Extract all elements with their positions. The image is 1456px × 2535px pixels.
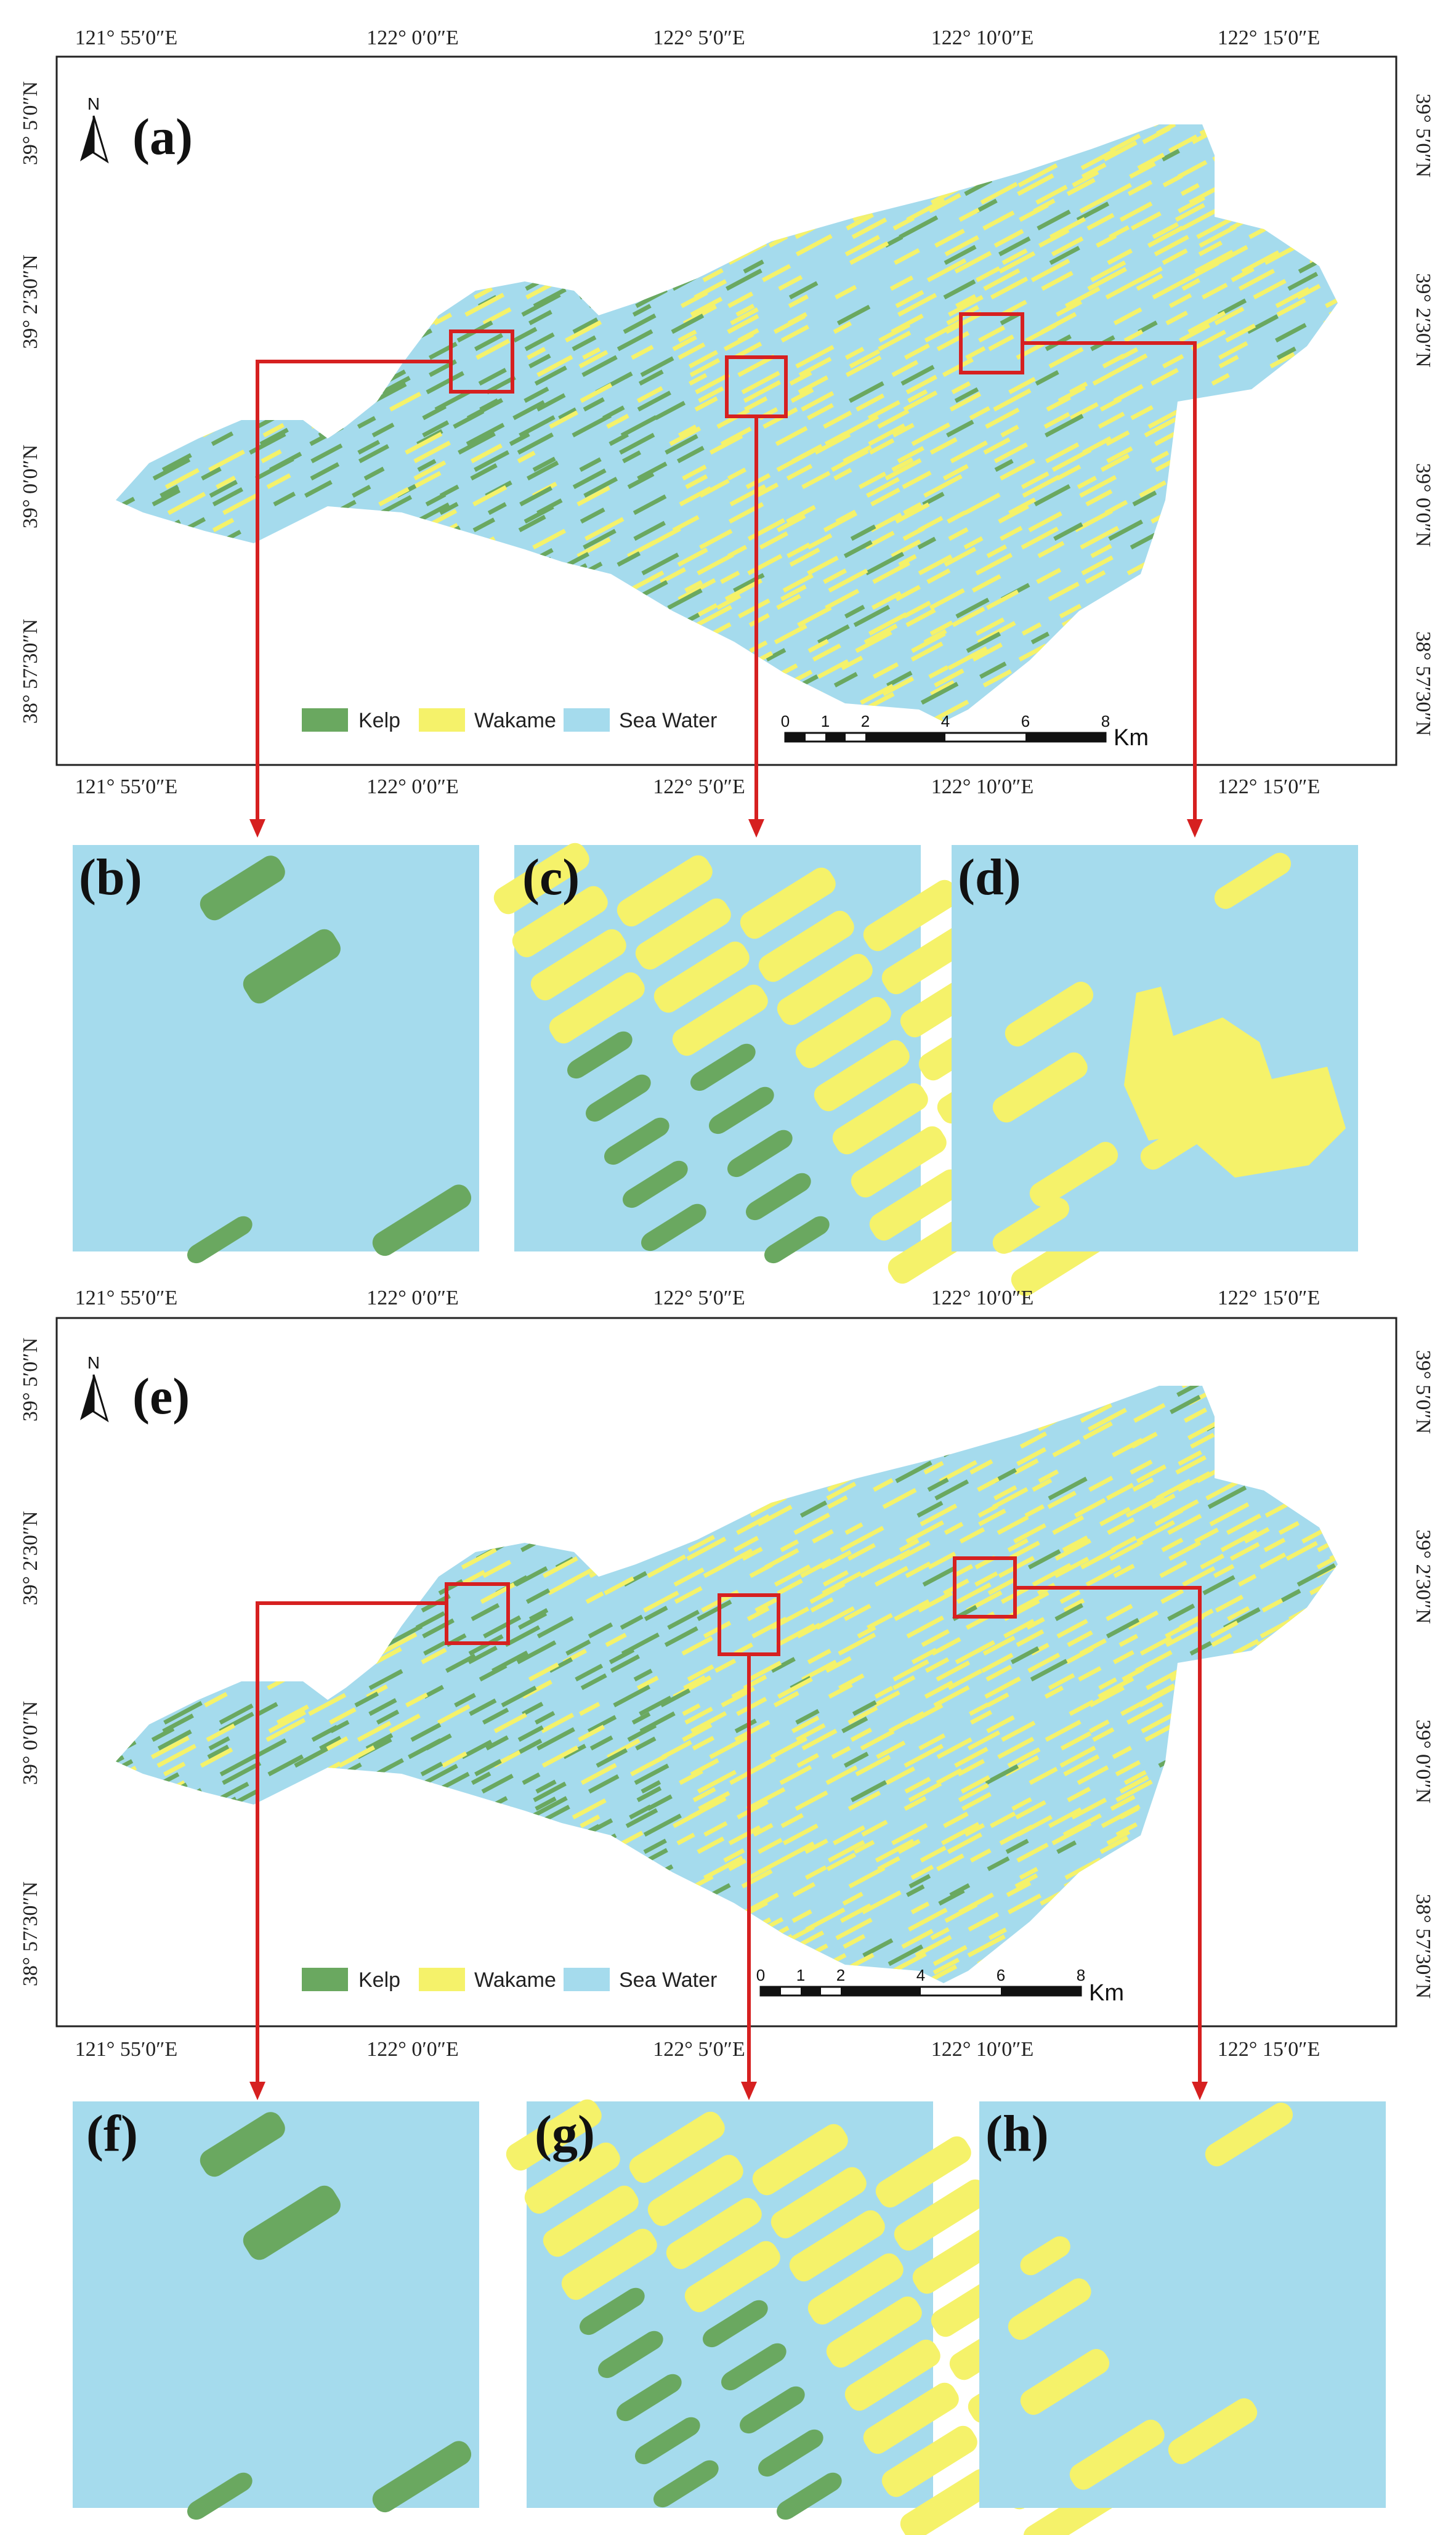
kelp-swatch — [302, 1968, 348, 1991]
callout-arrowheads — [249, 2082, 1208, 2100]
callout-box-f — [445, 1582, 510, 1645]
scale-tick: 1 — [821, 712, 830, 730]
panel-label: (b) — [79, 849, 142, 906]
top-tick-label: 121° 55′0″E — [75, 1287, 177, 1309]
wakame-swatch — [419, 1968, 465, 1991]
panel-label: (h) — [985, 2105, 1049, 2162]
top-tick-label: 121° 55′0″E — [75, 26, 177, 49]
scale-unit: Km — [1114, 725, 1149, 751]
top-tick-label: 122° 15′0″E — [1218, 1287, 1320, 1309]
north-arrow-icon: N — [80, 94, 109, 164]
panel-label: (e) — [132, 1368, 190, 1425]
north-letter: N — [87, 1353, 100, 1372]
inset-background — [73, 845, 479, 1251]
bottom-tick-label: 122° 0′0″E — [366, 2038, 458, 2061]
sea-swatch — [564, 708, 610, 732]
bottom-tick-label: 122° 5′0″E — [653, 775, 745, 798]
scale-tick: 0 — [781, 712, 790, 730]
top-tick-label: 122° 5′0″E — [653, 1287, 745, 1309]
legend: Kelp Wakame Sea Water — [302, 1968, 717, 1992]
left-tick-label: 39° 2′30″N — [19, 1511, 42, 1605]
callout-boxes — [256, 312, 1197, 825]
inset-g: (g) — [506, 2099, 1119, 2535]
left-tick-label: 38° 57′30″N — [19, 1882, 42, 1986]
right-tick-label: 39° 0′0″N — [1412, 1720, 1434, 1803]
scale-tick: 2 — [836, 1966, 845, 1984]
bottom-tick-label: 122° 5′0″E — [653, 2038, 745, 2061]
left-tick-label: 39° 0′0″N — [19, 445, 42, 528]
panel-label: (a) — [132, 108, 193, 166]
right-tick-label: 39° 5′0″N — [1412, 94, 1434, 177]
top-tick-label: 122° 15′0″E — [1218, 26, 1320, 49]
inset-background — [73, 2101, 479, 2508]
map-panel-e: 121° 55′0″E 122° 0′0″E 122° 5′0″E 122° 1… — [19, 1287, 1434, 2100]
legend-sea: Sea Water — [619, 1968, 717, 1992]
scale-tick: 2 — [861, 712, 870, 730]
bottom-tick-label: 122° 15′0″E — [1218, 775, 1320, 798]
north-letter: N — [87, 94, 100, 113]
top-tick-label: 122° 0′0″E — [366, 1287, 458, 1309]
callout-arrowheads — [249, 819, 1203, 838]
callout-line-d — [1022, 341, 1197, 825]
bottom-tick-label: 121° 55′0″E — [75, 775, 177, 798]
top-tick-label: 122° 0′0″E — [366, 26, 458, 49]
inset-c: (c) — [493, 843, 1107, 1296]
bottom-tick-label: 122° 15′0″E — [1218, 2038, 1320, 2061]
inset-h: (h) — [979, 2101, 1386, 2508]
callout-line-b — [256, 360, 451, 825]
sea-water-area — [116, 1386, 1338, 1983]
scale-tick: 4 — [941, 712, 950, 730]
legend-sea: Sea Water — [619, 709, 717, 732]
sea-swatch — [564, 1968, 610, 1991]
panel-label: (c) — [522, 849, 580, 906]
map-panel-a: 121° 55′0″E 122° 0′0″E 122° 5′0″E 122° 1… — [19, 26, 1434, 838]
callout-line-f — [256, 1601, 447, 2088]
inset-f: (f) — [73, 2101, 479, 2520]
bottom-tick-label: 121° 55′0″E — [75, 2038, 177, 2061]
scale-unit: Km — [1089, 1980, 1124, 2006]
bottom-tick-label: 122° 0′0″E — [366, 775, 458, 798]
right-tick-label: 38° 57′30″N — [1412, 631, 1434, 736]
scale-tick: 4 — [916, 1966, 925, 1984]
left-tick-label: 39° 0′0″N — [19, 1701, 42, 1785]
kelp-swatch — [302, 708, 348, 732]
right-tick-label: 38° 57′30″N — [1412, 1894, 1434, 1999]
scale-bar: 0 1 2 4 6 8 Km — [756, 1966, 1124, 2006]
top-tick-label: 122° 10′0″E — [931, 26, 1033, 49]
right-tick-label: 39° 2′30″N — [1412, 1529, 1434, 1623]
right-tick-label: 39° 5′0″N — [1412, 1350, 1434, 1434]
top-tick-label: 122° 5′0″E — [653, 26, 745, 49]
legend-kelp: Kelp — [358, 709, 400, 732]
scale-tick: 8 — [1101, 712, 1110, 730]
legend-kelp: Kelp — [358, 1968, 400, 1992]
inset-b: (b) — [73, 845, 479, 1264]
scale-tick: 0 — [756, 1966, 765, 1984]
panel-label: (f) — [86, 2105, 138, 2162]
legend: Kelp Wakame Sea Water — [302, 708, 717, 732]
callout-line-h — [1015, 1586, 1202, 2088]
north-arrow-icon: N — [80, 1353, 109, 1423]
panel-label: (d) — [958, 849, 1021, 906]
scale-tick: 8 — [1077, 1966, 1085, 1984]
bottom-tick-label: 122° 10′0″E — [931, 775, 1033, 798]
scale-tick: 6 — [997, 1966, 1005, 1984]
panel-label: (g) — [535, 2105, 595, 2162]
inset-d: (d) — [952, 845, 1358, 1254]
right-tick-label: 39° 0′0″N — [1412, 463, 1434, 547]
wakame-swatch — [419, 708, 465, 732]
scale-tick: 1 — [796, 1966, 805, 1984]
left-tick-label: 39° 5′0″N — [19, 1338, 42, 1421]
left-tick-label: 38° 57′30″N — [19, 619, 42, 724]
left-tick-label: 39° 2′30″N — [19, 254, 42, 349]
callout-boxes — [256, 1556, 1202, 2088]
scale-tick: 6 — [1021, 712, 1030, 730]
right-tick-label: 39° 2′30″N — [1412, 273, 1434, 367]
left-tick-label: 39° 5′0″N — [19, 81, 42, 165]
legend-wakame: Wakame — [474, 709, 556, 732]
scale-bar: 0 1 2 4 6 8 Km — [781, 712, 1149, 751]
legend-wakame: Wakame — [474, 1968, 556, 1992]
top-tick-label: 122° 10′0″E — [931, 1287, 1033, 1309]
bottom-tick-label: 122° 10′0″E — [931, 2038, 1033, 2061]
